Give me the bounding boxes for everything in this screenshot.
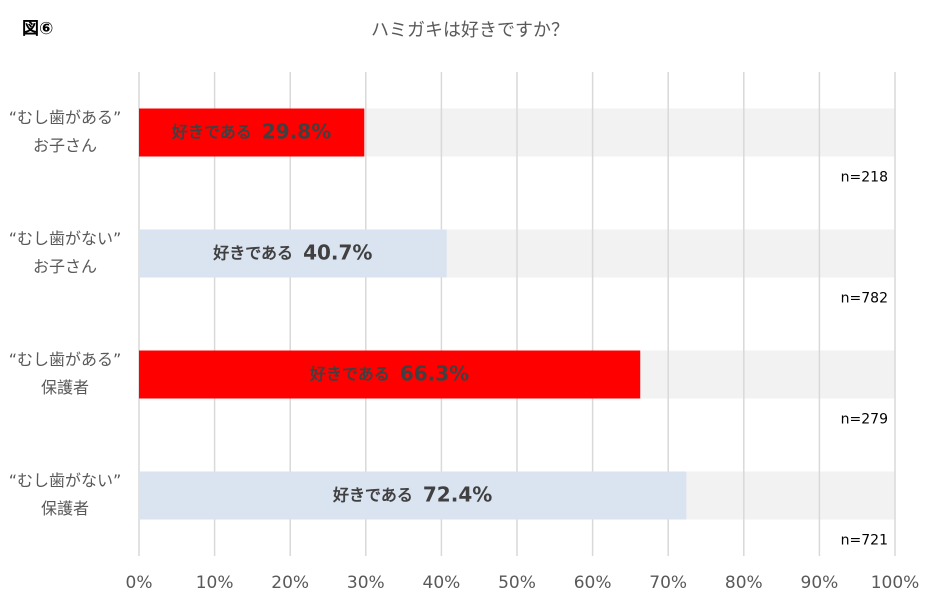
x-tick-label: 80% [725,573,763,593]
sample-size: n=279 [841,412,888,428]
y-tick-label: “むし歯がある” [9,350,122,369]
y-tick-label: お子さん [33,257,97,276]
x-tick-label: 60% [574,573,612,593]
figure-label: 図⑥ [22,19,53,39]
data-label-name: 好きである [212,243,293,262]
x-tick-label: 40% [423,573,461,593]
y-tick-label: お子さん [33,136,97,155]
data-label: 好きである 29.8% [171,119,331,143]
sample-size: n=721 [841,533,888,549]
marks [139,108,687,520]
x-tick-label: 50% [498,573,536,593]
chart-title: ハミガキは好きですか？ [371,20,569,41]
data-label-value: 72.4% [423,482,492,506]
data-label-name: 好きである [309,364,390,383]
x-tick-label: 90% [801,573,839,593]
sample-size: n=782 [841,291,888,307]
y-tick-label: 保護者 [41,378,89,397]
bar [139,229,447,278]
data-label: 好きである 40.7% [212,240,372,264]
x-tick-label: 0% [126,573,153,593]
data-label: 好きである 72.4% [332,482,492,506]
bar [139,471,687,520]
x-tick-label: 100% [871,573,920,593]
y-tick-label: 保護者 [41,499,89,518]
sample-size: n=218 [841,170,888,186]
data-label-name: 好きである [332,485,413,504]
data-label: 好きである 66.3% [309,361,469,385]
y-tick-label: “むし歯がない” [9,471,122,490]
y-tick-label: “むし歯がある” [9,108,122,127]
data-label-value: 40.7% [303,240,372,264]
x-tick-label: 70% [649,573,687,593]
bar [139,350,641,399]
x-tick-label: 10% [196,573,234,593]
data-label-value: 29.8% [262,119,331,143]
data-label-name: 好きである [171,122,252,141]
x-tick-label: 20% [271,573,309,593]
data-label-value: 66.3% [400,361,469,385]
x-tick-label: 30% [347,573,385,593]
bar [139,108,365,157]
y-tick-label: “むし歯がない” [9,229,122,248]
